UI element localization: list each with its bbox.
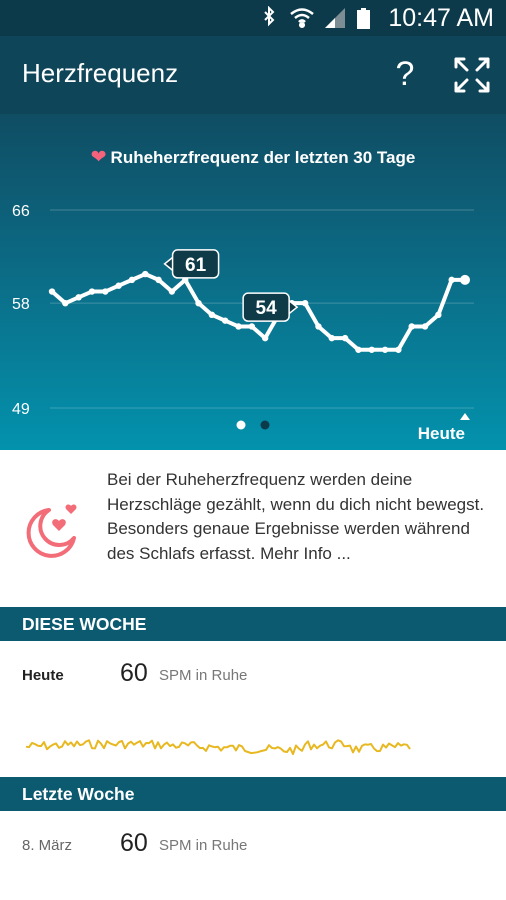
data-point[interactable] [208,311,216,319]
data-point[interactable] [88,288,96,295]
data-point[interactable] [75,294,82,301]
last-week-header: Letzte Woche [0,777,506,811]
data-point[interactable] [168,288,176,295]
today-marker-icon [460,413,470,420]
resting-bpm-unit: SPM in Ruhe [159,667,248,684]
data-point[interactable] [435,311,442,319]
data-point[interactable] [235,323,242,330]
y-tick-label: 58 [12,296,30,313]
value-callout: 54 [242,292,299,322]
chart-title: Ruheherzfrequenz der letzten 30 Tage [110,148,416,167]
signal-icon [325,8,345,28]
fullscreen-icon [454,57,490,93]
info-text[interactable]: Bei der Ruheherzfrequenz werden deine He… [107,470,485,563]
x-end-label: Heute [418,424,465,443]
data-point[interactable] [48,288,56,295]
bluetooth-icon [264,6,275,27]
data-point[interactable] [355,346,362,353]
callout-label: 61 [185,255,207,276]
sparkline-path [25,739,411,756]
chart-panel[interactable]: ❤ Ruheherzfrequenz der letzten 30 Tage 66… [0,114,506,450]
data-point[interactable] [421,323,429,330]
data-point[interactable] [381,346,389,353]
info-section: Bei der Ruheherzfrequenz werden deine He… [0,450,506,607]
status-bar: 10:47 AM [0,0,506,36]
page-title: Herzfrequenz [22,58,179,88]
day-label: Heute [22,667,64,684]
data-point[interactable] [248,323,256,330]
app-header: Herzfrequenz ? [0,36,506,114]
data-point[interactable] [408,323,415,330]
battery-icon [357,8,370,29]
data-point[interactable] [395,346,402,353]
data-point[interactable] [221,317,229,324]
callout-box [242,292,290,322]
data-point[interactable] [155,276,162,284]
data-point[interactable] [128,276,136,284]
page-dot[interactable] [236,420,246,430]
this-week-row[interactable]: Heute 60 SPM in Ruhe [0,643,506,703]
data-point[interactable] [261,334,269,342]
resting-bpm-unit: SPM in Ruhe [159,837,248,854]
data-point[interactable] [341,334,349,342]
chart-title-row: ❤ Ruheherzfrequenz der letzten 30 Tage [0,146,506,169]
help-icon: ? [395,55,415,93]
y-tick-label: 66 [12,203,30,220]
data-point[interactable] [315,323,322,330]
callout-label: 54 [256,298,278,319]
heart-icon: ❤ [90,147,107,168]
data-point[interactable] [102,288,109,295]
data-point[interactable] [368,346,375,353]
y-tick-label: 49 [12,401,30,418]
data-point[interactable] [142,270,149,278]
value-callout: 61 [163,249,220,279]
data-point[interactable] [301,299,309,307]
data-point[interactable] [195,299,202,307]
day-label: 8. März [22,837,73,854]
today-heart-rate-sparkline [25,739,411,756]
data-point[interactable] [460,274,470,285]
fullscreen-button[interactable] [452,55,492,95]
status-time: 10:47 AM [388,4,494,32]
resting-heart-rate-chart[interactable]: 66 58 49 61 54 Heute [0,114,506,450]
resting-bpm-value: 60 [120,829,148,857]
resting-bpm-value: 60 [120,659,148,687]
sleep-heart-icon [26,504,77,558]
data-point[interactable] [62,299,69,307]
last-week-row[interactable]: 8. März 60 SPM in Ruhe [0,813,506,873]
wifi-icon [290,8,314,29]
page-dot[interactable] [260,420,270,430]
status-icons [264,6,370,29]
data-point[interactable] [448,276,455,284]
data-point[interactable] [115,282,122,289]
this-week-header: DIESE WOCHE [0,607,506,641]
data-point[interactable] [328,334,335,342]
callout-box [171,249,220,279]
help-button[interactable]: ? [385,52,425,96]
